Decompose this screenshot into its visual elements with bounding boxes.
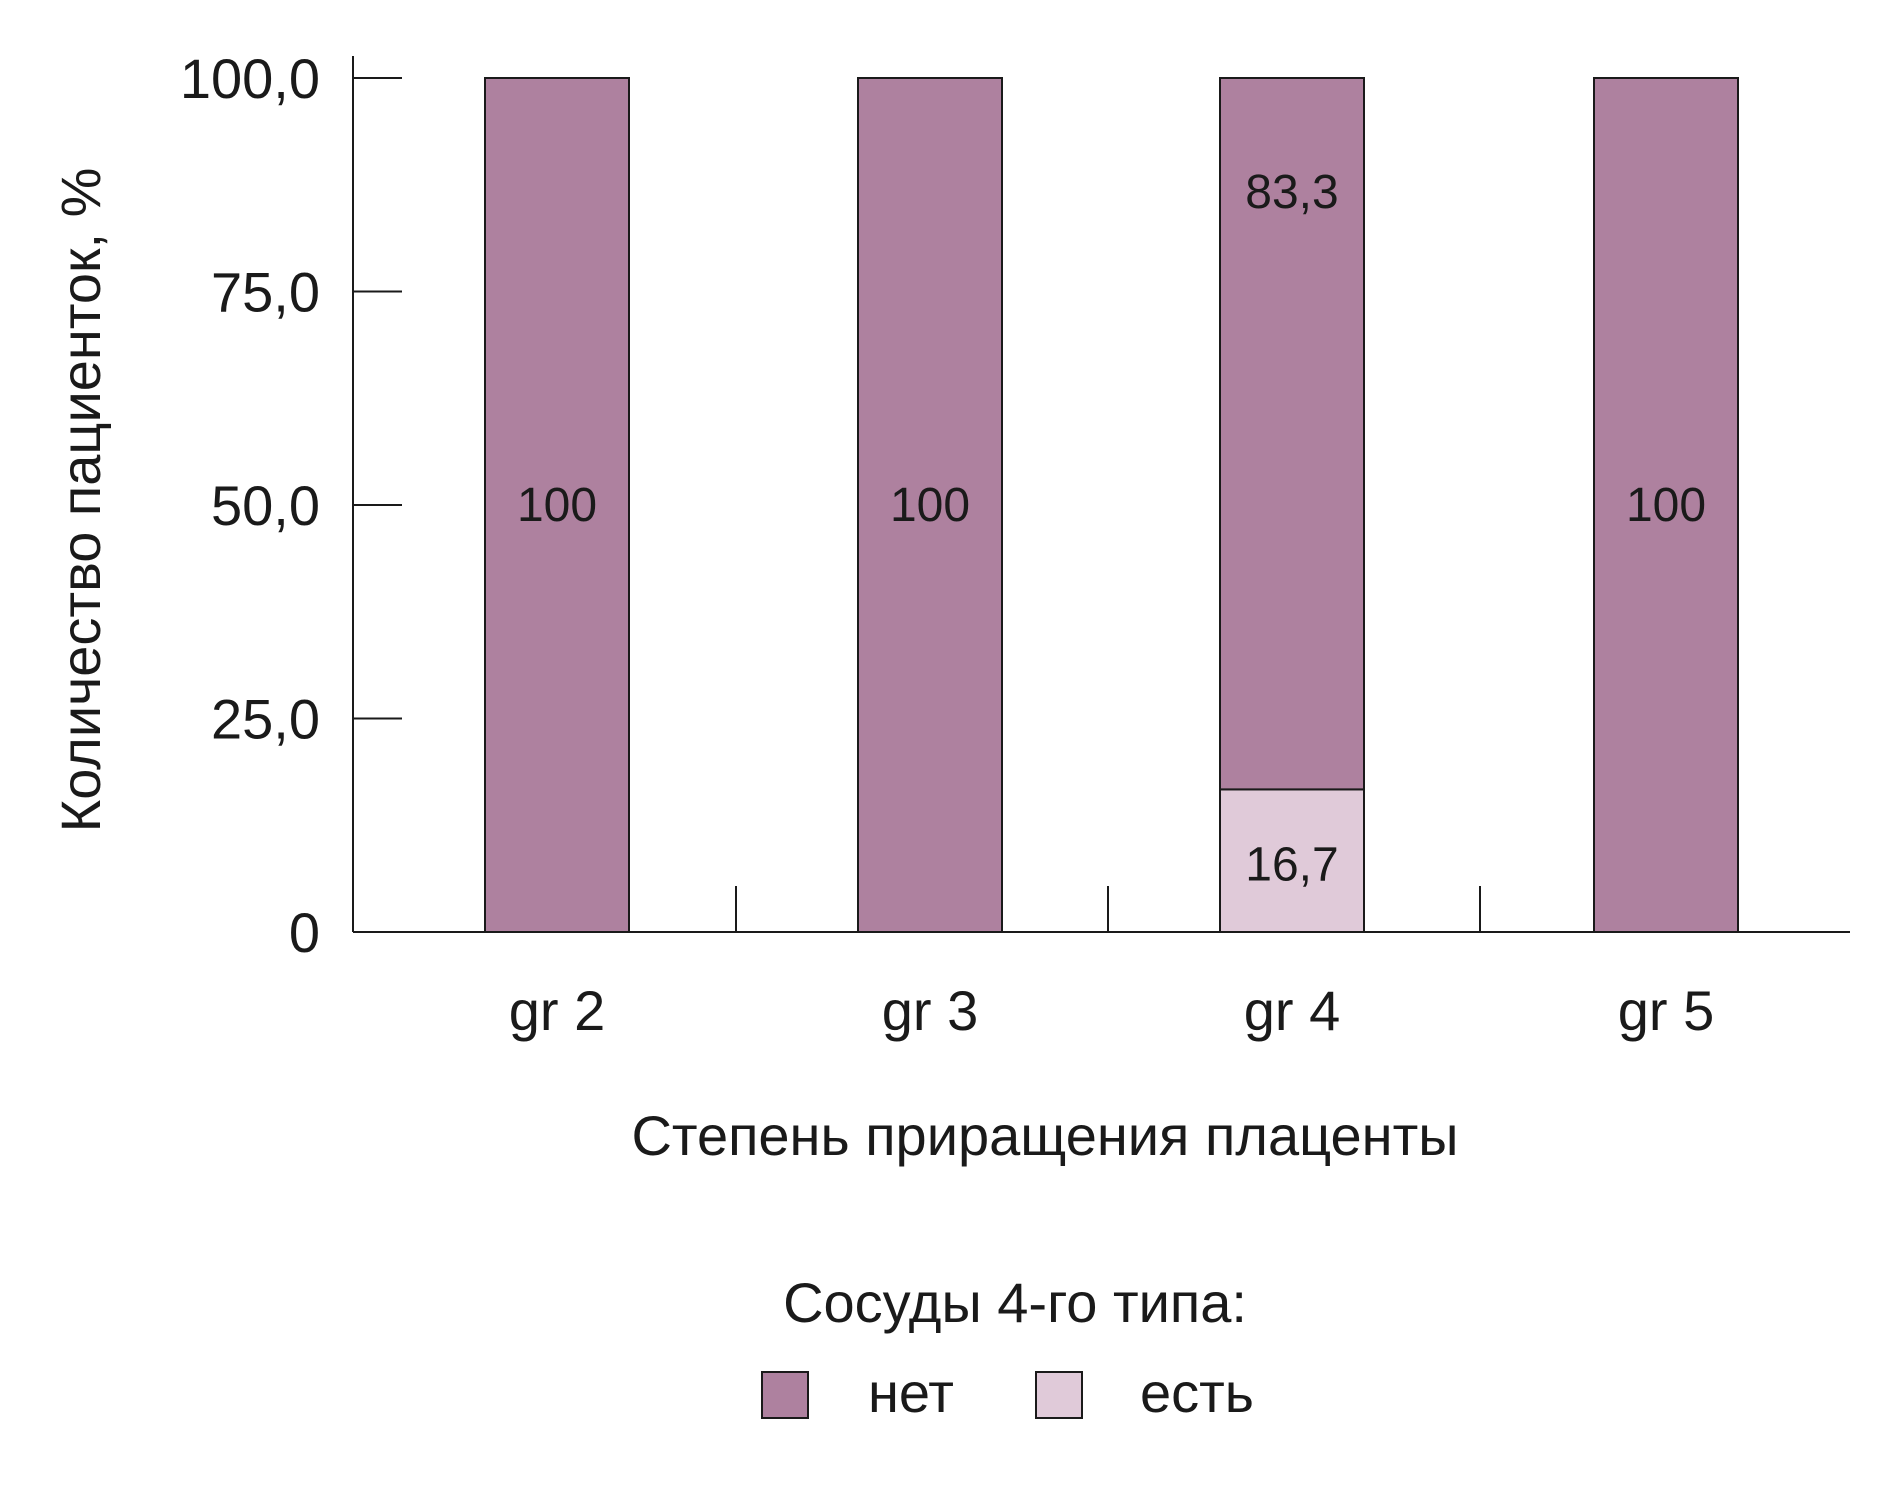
legend-swatch <box>1035 1371 1083 1419</box>
data-label: 83,3 <box>1245 166 1338 219</box>
data-label: 100 <box>890 479 970 532</box>
bar-segment-net <box>484 77 630 933</box>
y-tick-label: 100,0 <box>180 47 320 110</box>
data-label: 16,7 <box>1245 839 1338 892</box>
y-tick-label: 75,0 <box>211 261 320 324</box>
x-tick-label: gr 5 <box>1618 979 1715 1042</box>
x-tick-label: gr 4 <box>1244 979 1341 1042</box>
bar-segment-net <box>1219 77 1365 791</box>
x-tick-label: gr 3 <box>882 979 979 1042</box>
y-tick-label: 0 <box>289 901 320 964</box>
axes: 0 25,0 50,0 75,0 100,0 gr 2 gr 3 gr 4 gr 5 Степен… <box>49 47 1850 1167</box>
legend-label: есть <box>1140 1361 1254 1424</box>
data-label: 100 <box>1626 479 1706 532</box>
bars <box>484 77 1739 934</box>
y-tick-label: 25,0 <box>211 688 320 751</box>
labels: 100 100 16,7 83,3 100 <box>517 166 1706 892</box>
bar-segment-net <box>857 77 1003 933</box>
y-tick-label: 50,0 <box>211 474 320 537</box>
x-axis-title: Степень приращения плаценты <box>631 1104 1458 1167</box>
y-axis-title: Количество пациенток, % <box>49 168 112 833</box>
bar-segment-est <box>1219 788 1365 934</box>
legend: Сосуды 4-го типа: нет есть <box>761 1271 1254 1424</box>
bar-segment-net <box>1593 77 1739 933</box>
legend-title: Сосуды 4-го типа: <box>783 1271 1247 1334</box>
x-tick-label: gr 2 <box>509 979 606 1042</box>
legend-label: нет <box>868 1361 954 1424</box>
data-label: 100 <box>517 479 597 532</box>
legend-swatch <box>761 1371 809 1419</box>
